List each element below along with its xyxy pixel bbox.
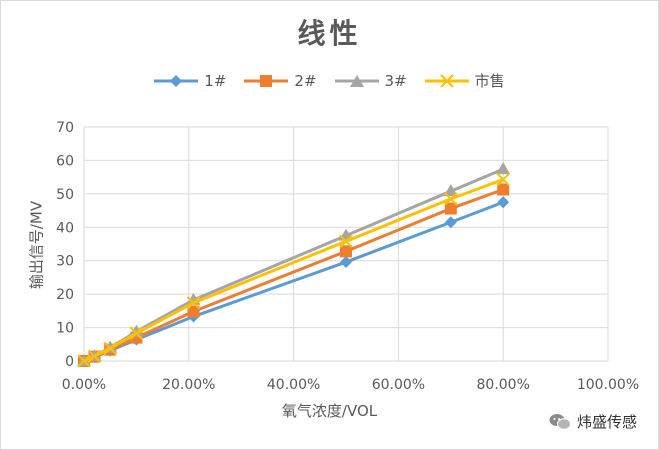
y-tick-label: 0 <box>65 354 74 370</box>
y-tick-label: 40 <box>56 220 74 236</box>
legend-swatch-3 <box>334 74 379 87</box>
legend-item-4: 市售 <box>424 70 505 91</box>
wechat-icon <box>549 413 571 430</box>
data-point-3 <box>496 162 511 175</box>
data-point-2 <box>187 305 200 318</box>
legend-swatch-4 <box>424 73 469 88</box>
data-point-1 <box>340 256 352 269</box>
data-point-3 <box>443 184 458 197</box>
legend-label-1: 1# <box>204 71 227 90</box>
y-tick-label: 30 <box>56 254 74 270</box>
legend-item-1: 1# <box>154 70 226 91</box>
y-tick-label: 60 <box>56 153 74 169</box>
data-point-4 <box>496 172 510 187</box>
data-point-4 <box>77 354 91 368</box>
data-point-1 <box>444 216 457 229</box>
x-tick-label: 20.00% <box>162 377 215 393</box>
y-tick-label: 20 <box>56 287 74 303</box>
x-tick-label: 40.00% <box>267 377 320 393</box>
x-tick-label: 80.00% <box>477 377 530 393</box>
watermark-text: 炜盛传感 <box>576 413 637 431</box>
legend-swatch-2 <box>244 74 289 87</box>
legend-label-3: 3# <box>384 71 407 90</box>
data-point-4 <box>103 341 117 356</box>
x-tick-label: 60.00% <box>372 377 425 393</box>
legend-swatch-1 <box>154 74 199 87</box>
data-point-4 <box>444 192 458 206</box>
legend-label-2: 2# <box>294 71 317 90</box>
data-point-4 <box>87 349 102 364</box>
watermark: 炜盛传感 <box>549 411 637 432</box>
data-point-4 <box>129 326 144 340</box>
legend-label-4: 市售 <box>474 72 505 90</box>
legend-item-2: 2# <box>244 70 317 91</box>
x-axis-label: 氧气浓度/VOL <box>281 402 378 420</box>
data-point-2 <box>497 183 510 196</box>
y-tick-label: 50 <box>56 187 74 203</box>
chart-title: 线性 <box>297 17 362 50</box>
data-point-4 <box>186 296 201 310</box>
x-tick-label: 0.00% <box>62 377 106 393</box>
data-point-4 <box>339 234 353 249</box>
data-point-1 <box>497 196 510 209</box>
y-tick-label: 10 <box>56 321 74 337</box>
y-tick-label: 70 <box>56 120 74 136</box>
x-tick-label: 100.00% <box>577 377 639 393</box>
data-point-2 <box>340 245 352 258</box>
legend-item-3: 3# <box>334 70 407 91</box>
data-point-2 <box>444 202 457 215</box>
legend: 1# 2# 3# 市售 <box>0 70 659 91</box>
